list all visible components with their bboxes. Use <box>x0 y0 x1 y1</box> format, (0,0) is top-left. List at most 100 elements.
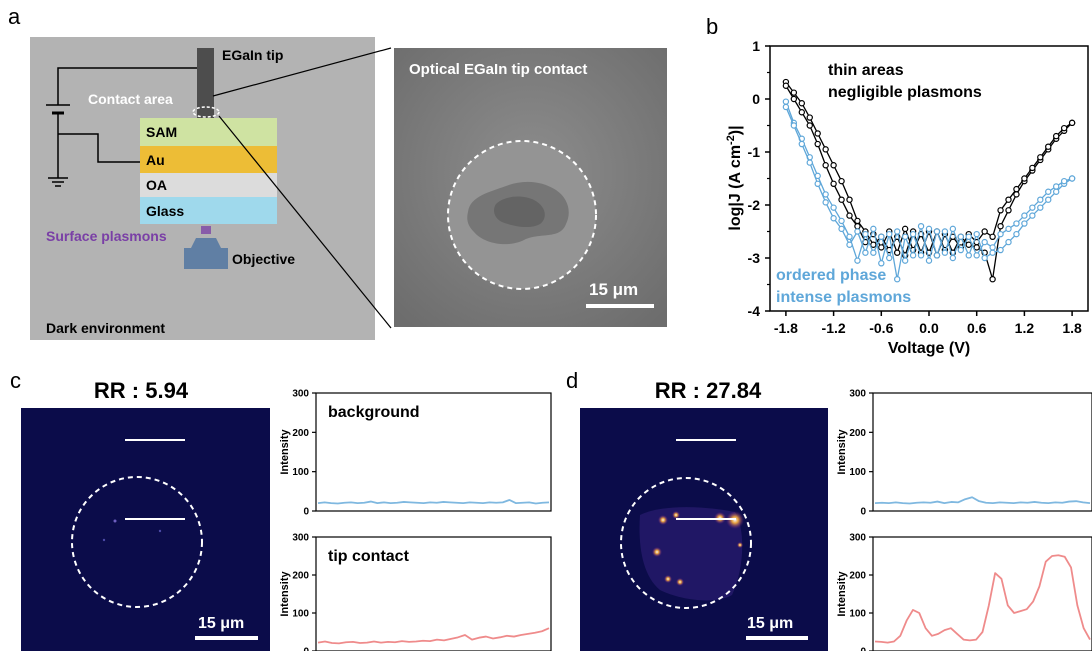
jv-point <box>846 212 853 219</box>
profile-ytick-label: 300 <box>292 389 309 400</box>
profile-ytick-label: 100 <box>849 467 866 478</box>
jv-point <box>1005 225 1012 233</box>
jv-point <box>894 276 901 283</box>
profile-ytick-label: 300 <box>849 389 866 400</box>
panel-label-a: a <box>8 4 21 29</box>
jv-point <box>798 109 806 116</box>
profile-ytick-label: 0 <box>303 507 309 518</box>
profile-ytick-label: 100 <box>292 609 309 620</box>
jv-point <box>846 241 853 248</box>
jv-point <box>973 244 980 251</box>
jv-xtick-label: -0.6 <box>869 320 893 336</box>
jv-point <box>798 140 806 148</box>
annotation-thin-line2: negligible plasmons <box>828 84 982 101</box>
optical-title: Optical EGaIn tip contact <box>409 61 587 78</box>
jv-point <box>862 230 869 238</box>
jv-point <box>886 230 893 238</box>
jv-point <box>806 159 813 166</box>
jv-point <box>814 180 821 187</box>
layer-glass <box>140 197 277 224</box>
jv-point <box>862 249 869 256</box>
jv-point <box>997 246 1004 254</box>
jv-point <box>965 241 972 248</box>
jv-ytick-label: -1 <box>748 144 761 160</box>
profile-series-line <box>317 499 550 505</box>
jv-point <box>790 89 798 96</box>
profile-title: background <box>328 404 420 421</box>
jv-point <box>909 230 917 238</box>
jv-point <box>981 254 988 262</box>
contact-outline-d <box>620 477 752 609</box>
objective-label: Objective <box>232 251 295 267</box>
profile-ytick-label: 200 <box>849 428 866 439</box>
jv-point <box>925 225 933 233</box>
jv-point <box>949 254 957 262</box>
annotation-ordered-line1: ordered phase <box>776 267 886 284</box>
jv-point <box>997 222 1004 230</box>
jv-xtick-label: -1.8 <box>774 320 798 336</box>
jv-point <box>1052 132 1060 140</box>
jv-point <box>989 244 996 251</box>
profile-ylabel: Intensity <box>836 429 848 475</box>
profile-background-c-frame <box>315 392 552 512</box>
pl-hotspot-d6 <box>664 575 672 583</box>
jv-point <box>822 146 829 153</box>
objective-body <box>184 248 228 269</box>
jv-xtick-label: 0.6 <box>967 320 987 336</box>
jv-point <box>933 252 941 259</box>
jv-point <box>901 233 909 240</box>
jv-point <box>878 233 885 240</box>
tip-label: EGaIn tip <box>222 47 283 63</box>
profile-ytick-label: 100 <box>292 467 309 478</box>
jv-point <box>846 233 853 240</box>
jv-point <box>1045 188 1052 195</box>
contact-outline-c <box>71 476 203 608</box>
profile-ylabel: Intensity <box>279 429 291 475</box>
rr-label-c: RR : 5.94 <box>94 378 189 403</box>
jv-point <box>830 180 837 187</box>
jv-point <box>1037 154 1044 161</box>
jv-point <box>790 95 798 103</box>
pl-hotspot-d8 <box>737 542 743 548</box>
jv-point <box>1052 188 1060 195</box>
jv-point <box>1060 124 1068 132</box>
jv-point <box>989 276 996 283</box>
jv-xtick-label: 1.8 <box>1062 320 1082 336</box>
layer-sam <box>140 118 277 146</box>
jv-point <box>1037 196 1044 203</box>
jv-point <box>782 82 790 89</box>
jv-point <box>981 238 988 246</box>
jv-point <box>878 260 885 267</box>
egain-tip <box>197 48 214 118</box>
profile-tip-d-frame <box>872 536 1092 651</box>
jv-point <box>1029 204 1036 211</box>
layer-label-au: Au <box>146 152 165 168</box>
jv-point <box>1021 220 1028 227</box>
jv-point <box>838 196 845 203</box>
jv-point <box>909 252 917 259</box>
layer-label-glass: Glass <box>146 203 184 219</box>
profile-tip-c-frame <box>315 536 552 651</box>
jv-point <box>1013 220 1020 227</box>
pl-speck-c2 <box>102 538 106 542</box>
profile-ytick-label: 200 <box>292 428 309 439</box>
zoom-line-bottom <box>218 115 392 329</box>
annotation-thin-line1: thin areas <box>828 62 904 79</box>
jv-point <box>1013 185 1020 193</box>
circuit-wire-au <box>58 133 140 163</box>
jv-point <box>933 228 941 235</box>
jv-point <box>830 162 837 169</box>
jv-xlabel: Voltage (V) <box>888 340 970 357</box>
jv-point <box>1021 175 1028 182</box>
jv-point <box>965 252 972 259</box>
jv-point <box>894 228 901 235</box>
jv-point <box>957 246 965 254</box>
profile-tip-d: 300 200 100 0 Intensity <box>836 533 1092 651</box>
jv-xtick-label: 1.2 <box>1015 320 1035 336</box>
jv-ylabel: log|J (A cm-2)| <box>725 125 744 230</box>
profile-ytick-label: 100 <box>849 609 866 620</box>
jv-point <box>870 241 877 248</box>
jv-point <box>941 228 949 235</box>
jv-point <box>854 257 861 264</box>
